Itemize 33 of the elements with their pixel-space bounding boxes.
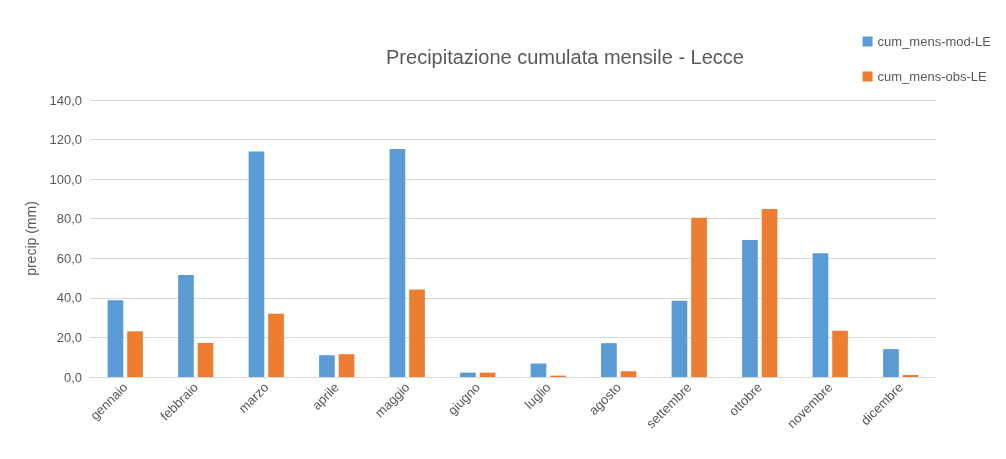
bar [883, 349, 899, 377]
bar [127, 331, 143, 377]
bar [107, 300, 124, 377]
bar [691, 217, 707, 377]
bar [671, 300, 688, 377]
bar [197, 342, 214, 377]
y-tick-label: 0,0 [63, 369, 82, 385]
y-tick-label: 60,0 [56, 250, 82, 266]
y-tick-label: 80,0 [56, 211, 82, 227]
y-tick-label: 140,0 [49, 92, 82, 108]
bar [319, 355, 335, 377]
bar [812, 253, 829, 377]
legend-label: cum_mens-mod-LE [877, 34, 992, 49]
bar [601, 343, 617, 377]
bar [742, 239, 758, 377]
bar [832, 330, 848, 377]
bar [178, 274, 194, 377]
chart-title: Precipitazione cumulata mensile - Lecce [386, 46, 744, 68]
y-tick-label: 40,0 [56, 290, 82, 306]
bar [761, 209, 778, 377]
bar [620, 371, 637, 377]
bar [268, 313, 284, 377]
bar [338, 354, 355, 377]
bar [248, 151, 265, 377]
bar [530, 363, 547, 377]
legend-label: cum_mens-obs-LE [877, 69, 987, 84]
y-axis-title: precip (mm) [23, 201, 39, 276]
y-tick-label: 120,0 [49, 132, 82, 148]
y-tick-label: 100,0 [49, 171, 82, 187]
bar [389, 149, 406, 377]
bar [409, 289, 425, 377]
y-tick-label: 20,0 [56, 329, 82, 345]
bar [460, 372, 476, 377]
